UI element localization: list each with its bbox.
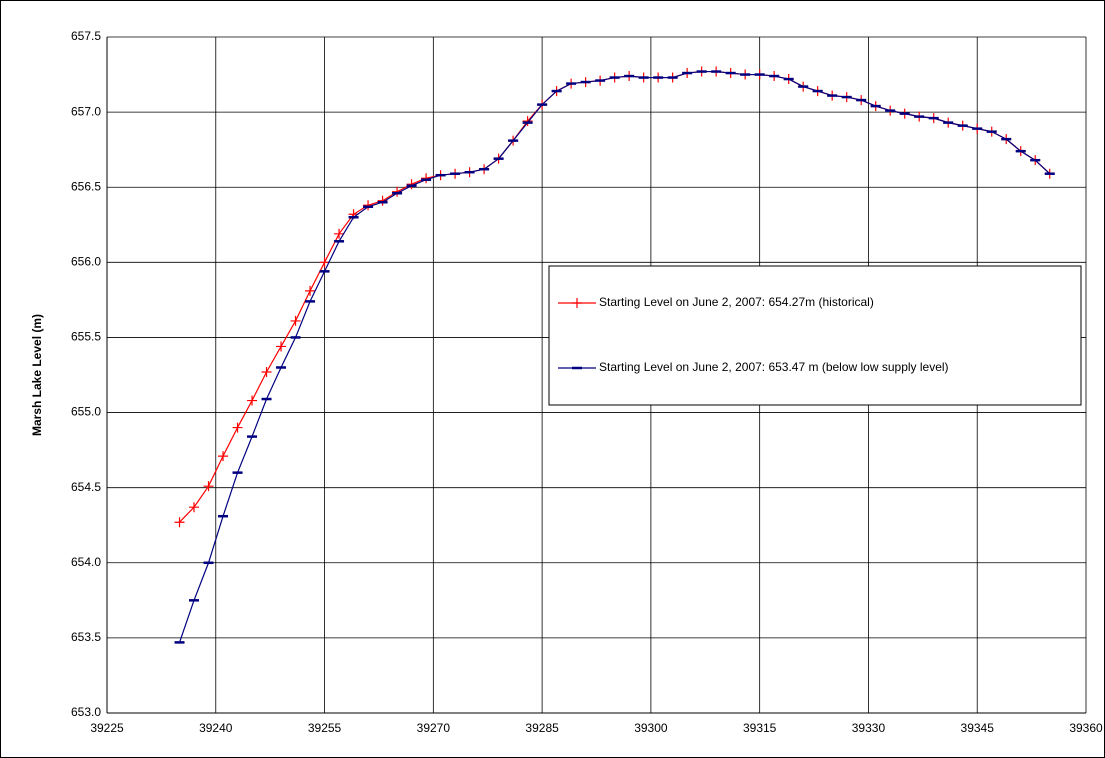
y-tick-label: 654.5 bbox=[71, 480, 101, 494]
y-tick-label: 656.5 bbox=[71, 179, 101, 193]
y-tick-label: 654.0 bbox=[71, 555, 101, 569]
y-tick-label: 653.0 bbox=[71, 705, 101, 719]
legend-marker bbox=[572, 298, 582, 308]
x-tick-label: 39300 bbox=[634, 721, 668, 735]
y-tick-label: 655.5 bbox=[71, 330, 101, 344]
marker bbox=[276, 341, 287, 352]
marker bbox=[247, 395, 258, 406]
y-tick-label: 656.0 bbox=[71, 255, 101, 269]
legend-label: Starting Level on June 2, 2007: 653.47 m… bbox=[599, 360, 949, 374]
marker bbox=[319, 257, 330, 268]
x-tick-label: 39315 bbox=[743, 721, 777, 735]
marker bbox=[334, 228, 345, 239]
marker bbox=[261, 366, 272, 377]
x-tick-label: 39240 bbox=[199, 721, 233, 735]
marker bbox=[218, 451, 229, 462]
marker bbox=[290, 315, 301, 326]
marker bbox=[232, 422, 243, 433]
x-tick-label: 39360 bbox=[1069, 721, 1103, 735]
y-tick-label: 653.5 bbox=[71, 630, 101, 644]
legend-label: Starting Level on June 2, 2007: 654.27m … bbox=[599, 295, 874, 309]
x-tick-label: 39345 bbox=[961, 721, 995, 735]
marker bbox=[174, 517, 185, 528]
x-tick-label: 39330 bbox=[852, 721, 886, 735]
x-tick-label: 39285 bbox=[525, 721, 559, 735]
y-tick-label: 657.5 bbox=[71, 29, 101, 43]
y-axis-label: Marsh Lake Level (m) bbox=[30, 314, 44, 436]
x-tick-label: 39270 bbox=[417, 721, 451, 735]
legend-box bbox=[548, 265, 1082, 406]
marker bbox=[522, 116, 533, 127]
x-tick-label: 39225 bbox=[90, 721, 124, 735]
marker bbox=[305, 285, 316, 296]
y-tick-label: 655.0 bbox=[71, 405, 101, 419]
x-tick-label: 39255 bbox=[308, 721, 342, 735]
marker bbox=[203, 481, 214, 492]
marker bbox=[189, 502, 200, 513]
y-tick-label: 657.0 bbox=[71, 104, 101, 118]
